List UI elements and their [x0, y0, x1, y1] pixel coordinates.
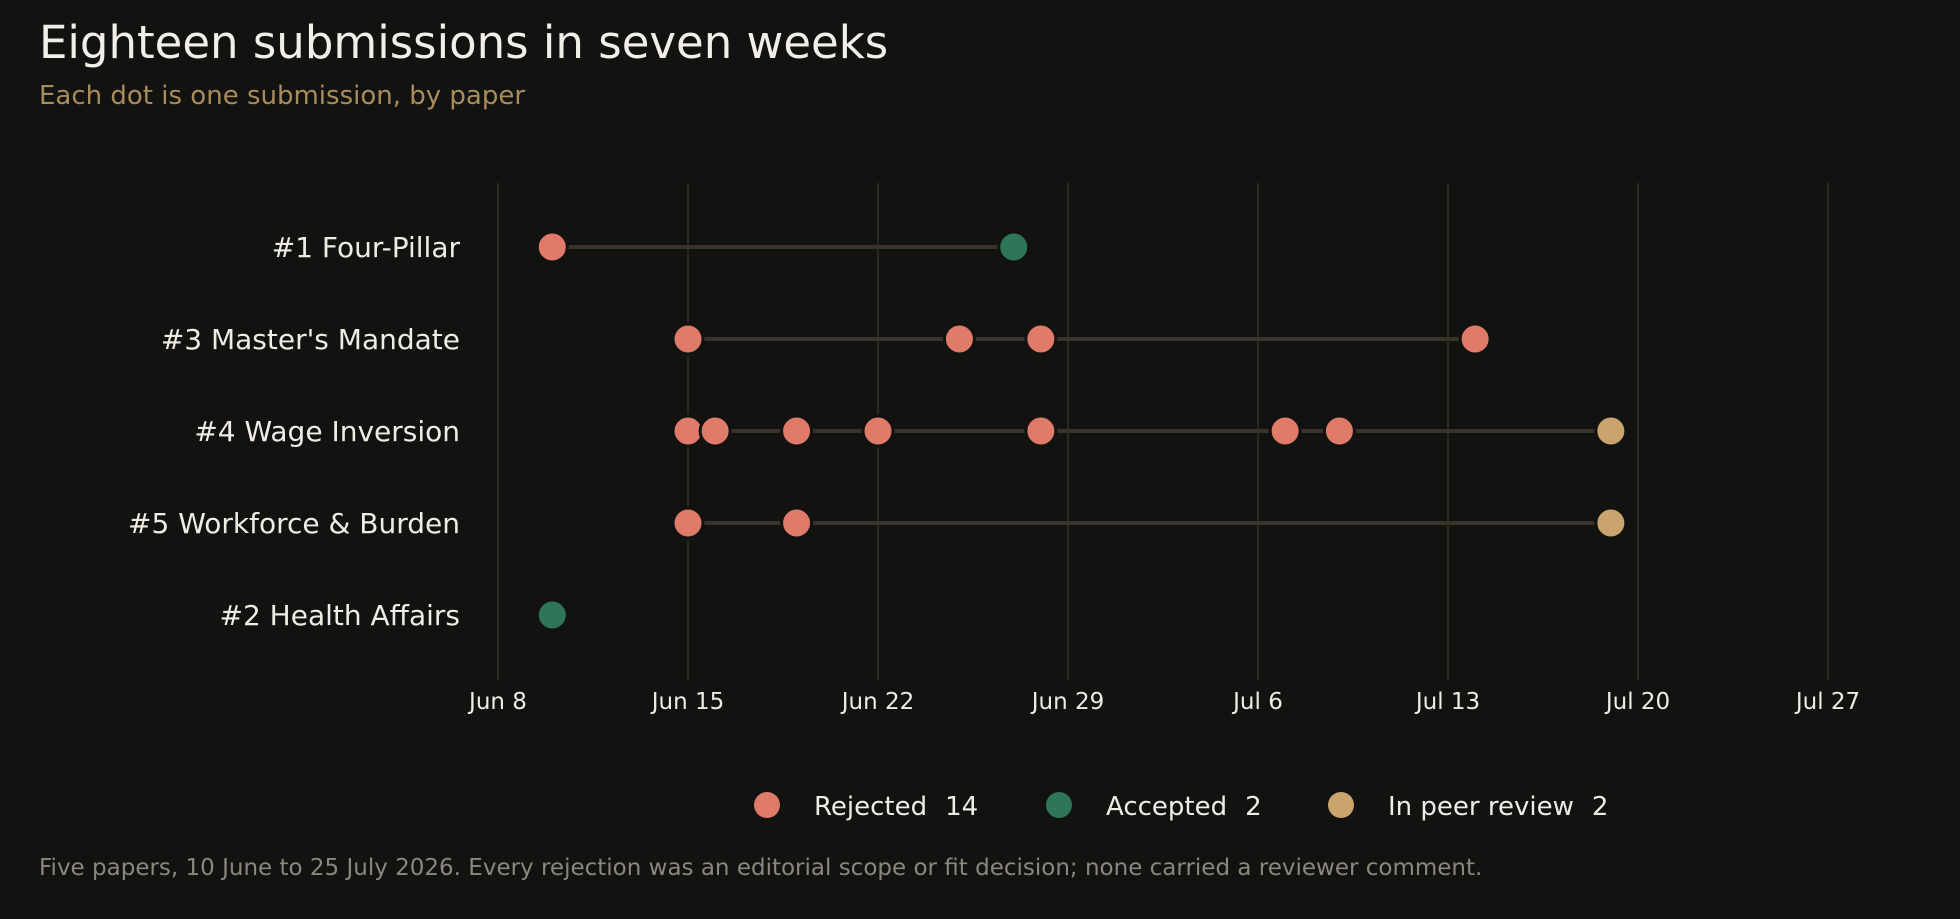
legend-item-rejected: Rejected 14 — [754, 792, 978, 822]
submission-dot-rejected — [780, 414, 814, 448]
x-tick-label: Jun 29 — [1030, 689, 1105, 715]
submission-dot-rejected — [780, 506, 814, 540]
paper-row: #5 Workforce & Burden — [128, 506, 1628, 540]
submission-dot-rejected — [1458, 322, 1492, 356]
paper-label: #5 Workforce & Burden — [128, 507, 460, 540]
submission-dot-rejected — [535, 230, 569, 264]
x-tick-label: Jul 13 — [1414, 689, 1480, 715]
paper-row: #4 Wage Inversion — [194, 414, 1628, 448]
chart-subtitle: Each dot is one submission, by paper — [39, 81, 526, 111]
legend-label: In peer review 2 — [1388, 792, 1608, 822]
x-tick-label: Jun 22 — [840, 689, 915, 715]
submission-dot-rejected — [1268, 414, 1302, 448]
submission-dot-rejected — [861, 414, 895, 448]
x-tick-label: Jul 6 — [1231, 689, 1283, 715]
submission-dot-rejected — [671, 414, 705, 448]
legend: Rejected 14 Accepted 2 In peer review 2 — [754, 792, 1608, 822]
submission-dot-rejected — [1322, 414, 1356, 448]
submission-dot-rejected — [671, 322, 705, 356]
legend-count: 2 — [1245, 792, 1262, 822]
x-tick-label: Jun 15 — [650, 689, 725, 715]
legend-count: 14 — [945, 792, 978, 822]
x-axis-ticks: Jun 8 Jun 15 Jun 22 Jun 29 Jul 6 Jul 13 Jul 20… — [467, 689, 1860, 715]
submission-dot-rejected — [942, 322, 976, 356]
submission-dot-accepted — [535, 598, 569, 632]
paper-row: #1 Four-Pillar — [272, 230, 1031, 264]
legend-status: Rejected — [814, 792, 927, 822]
paper-label: #1 Four-Pillar — [272, 231, 461, 264]
paper-row: #3 Master's Mandate — [161, 322, 1492, 356]
legend-item-review: In peer review 2 — [1328, 792, 1608, 822]
submission-dot-accepted — [997, 230, 1031, 264]
legend-swatch — [1046, 792, 1072, 818]
legend-status: In peer review — [1388, 792, 1574, 822]
submission-dot-rejected — [1024, 414, 1058, 448]
submission-dot-review — [1594, 506, 1628, 540]
legend-swatch — [1328, 792, 1354, 818]
paper-label: #4 Wage Inversion — [194, 415, 460, 448]
legend-count: 2 — [1592, 792, 1609, 822]
paper-label: #3 Master's Mandate — [161, 323, 460, 356]
x-tick-label: Jul 27 — [1794, 689, 1860, 715]
legend-label: Rejected 14 — [814, 792, 978, 822]
submission-dot-rejected — [698, 414, 732, 448]
footnote: Five papers, 10 June to 25 July 2026. Ev… — [39, 855, 1483, 881]
submission-dot-review — [1594, 414, 1628, 448]
legend-status: Accepted — [1106, 792, 1227, 822]
paper-row: #2 Health Affairs — [219, 598, 569, 632]
submission-dot-rejected — [671, 506, 705, 540]
paper-label: #2 Health Affairs — [219, 599, 460, 632]
x-tick-label: Jun 8 — [467, 689, 527, 715]
legend-item-accepted: Accepted 2 — [1046, 792, 1262, 822]
legend-swatch — [754, 792, 780, 818]
legend-label: Accepted 2 — [1106, 792, 1262, 822]
paper-rows: #1 Four-Pillar #3 Master's Mandate #4 Wage… — [128, 230, 1628, 632]
chart-title: Eighteen submissions in seven weeks — [39, 16, 889, 69]
x-tick-label: Jul 20 — [1604, 689, 1670, 715]
submission-dot-rejected — [1024, 322, 1058, 356]
